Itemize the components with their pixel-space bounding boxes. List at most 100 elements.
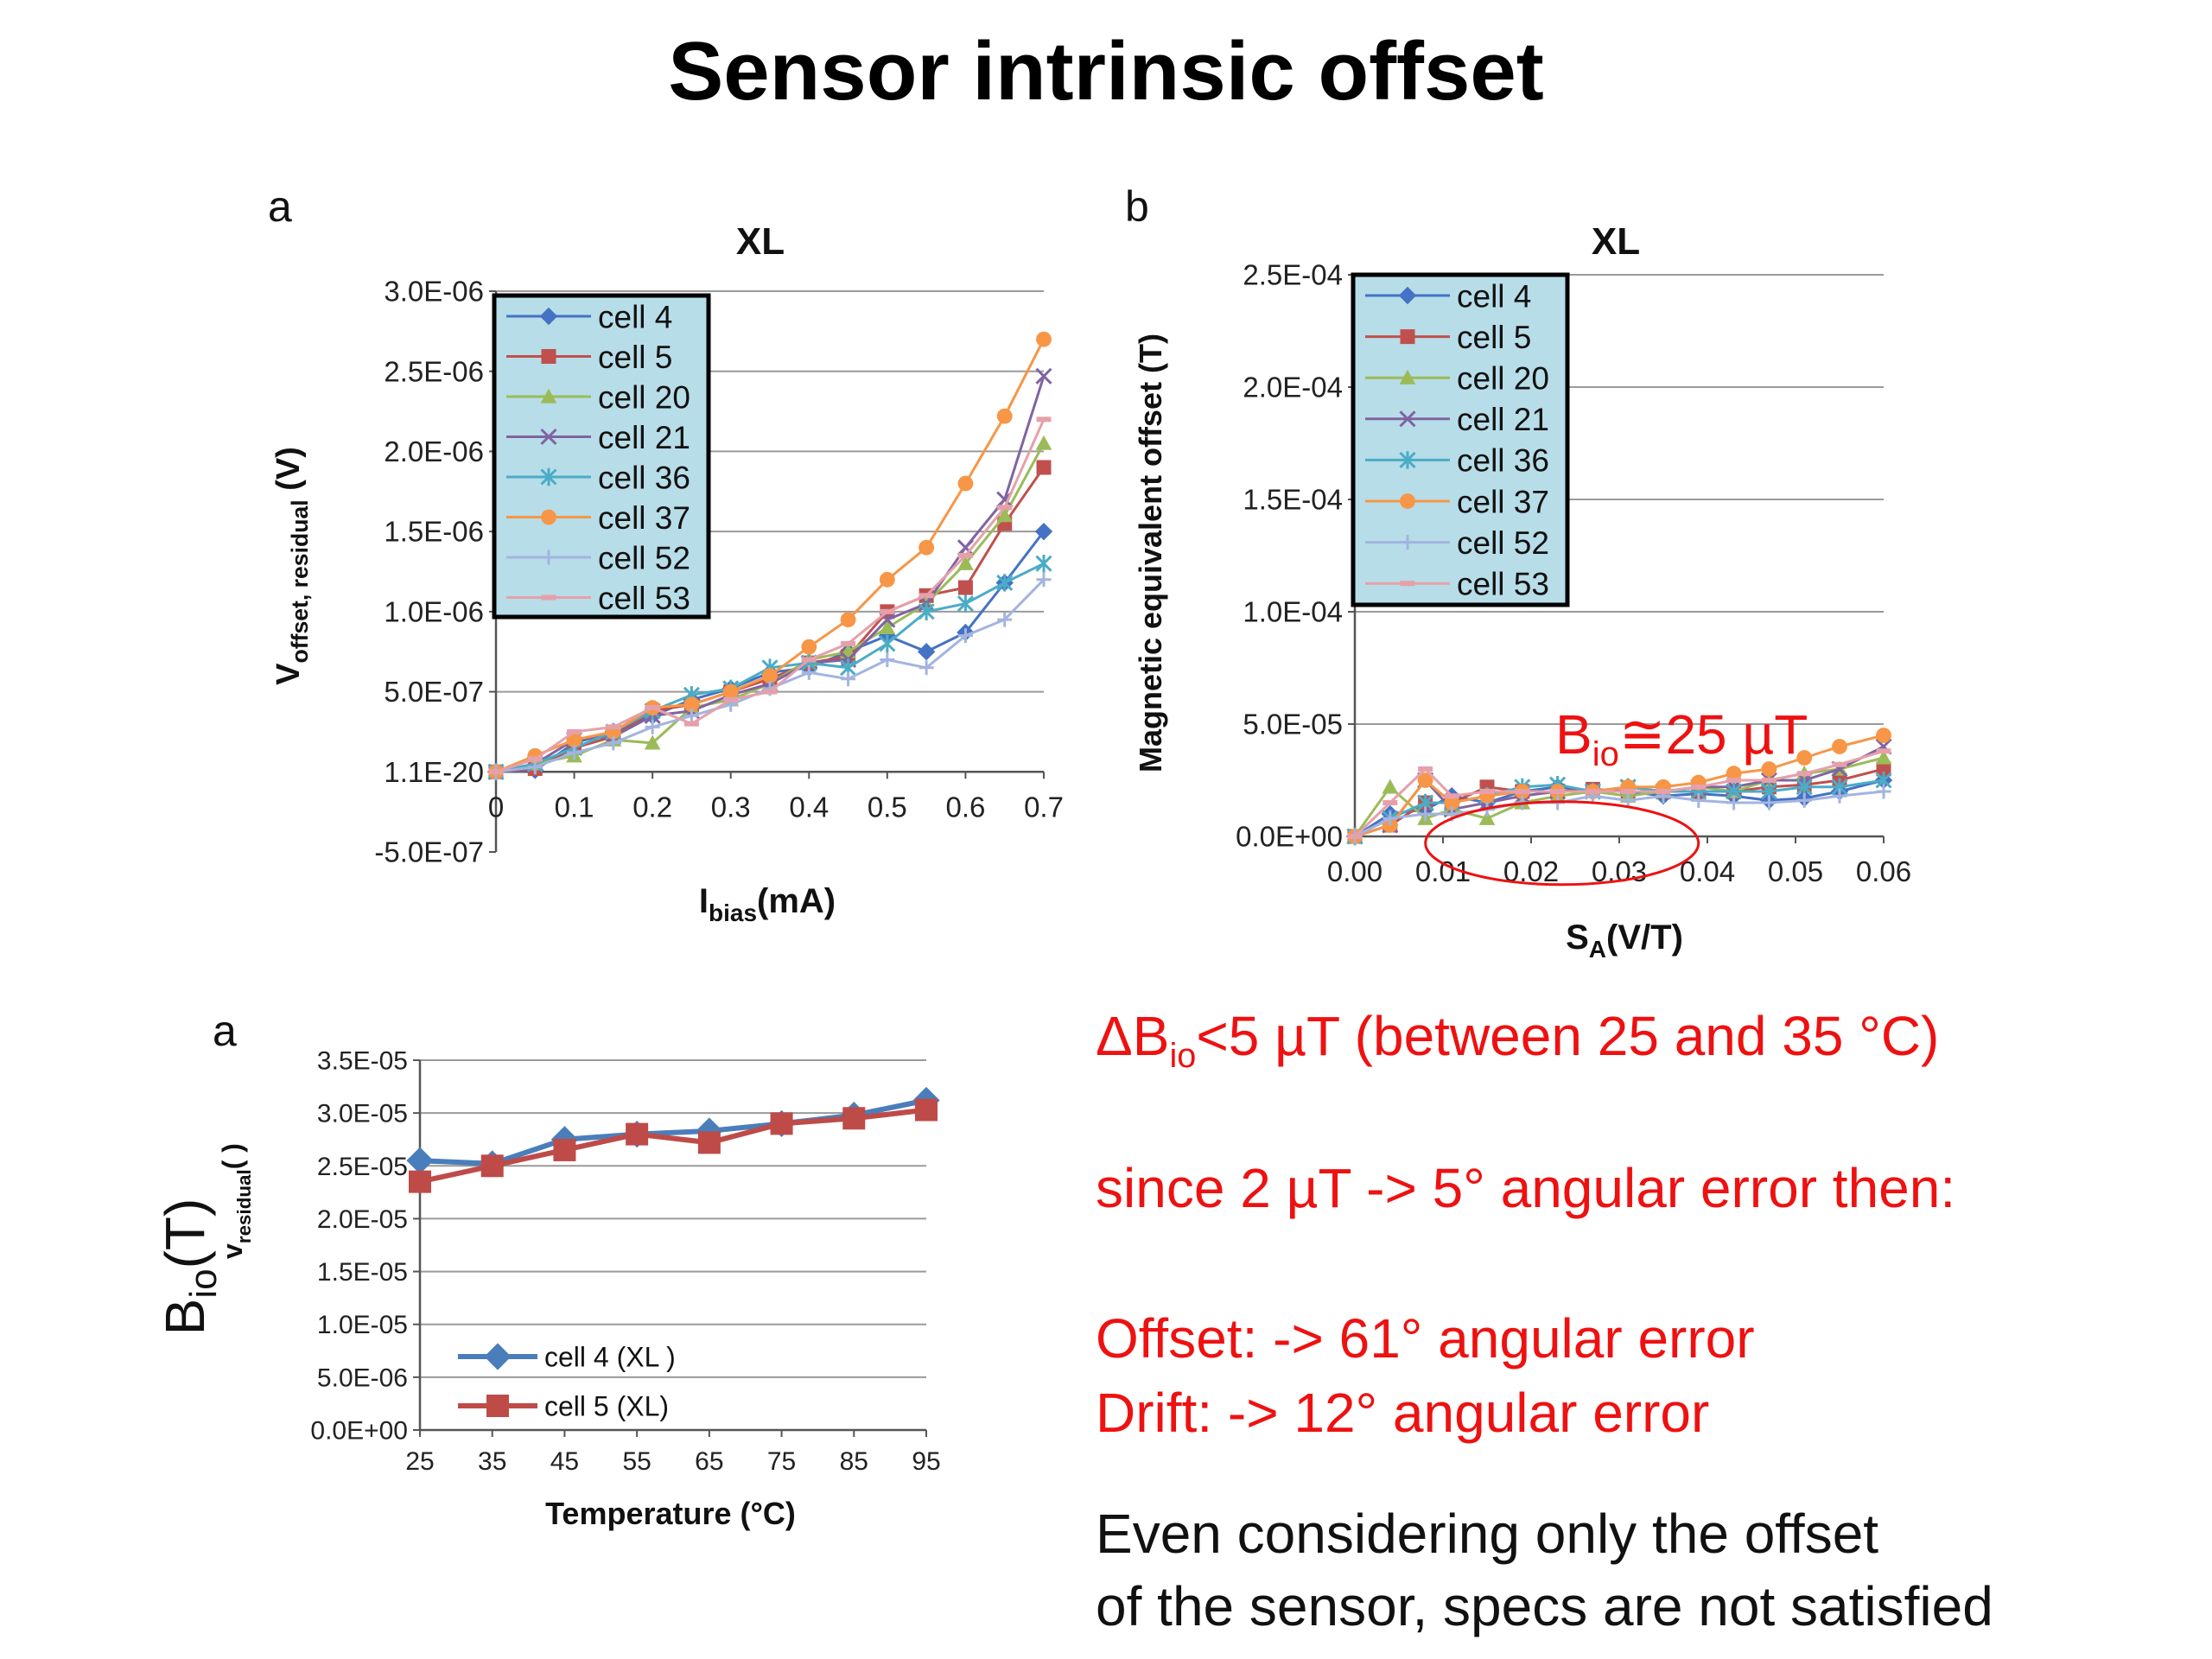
y-tick-label: 0.0E+00 <box>1236 821 1343 853</box>
x-tick-label: 0 <box>488 791 504 823</box>
data-point <box>1796 792 1812 808</box>
conclusion-line-2: of the sensor, specs are not satisfied <box>1096 1575 1993 1637</box>
data-point <box>1761 761 1777 777</box>
legend-label: cell 20 <box>598 379 690 415</box>
data-point <box>1036 416 1052 423</box>
legend-marker <box>484 1343 512 1370</box>
data-point <box>1444 793 1459 799</box>
x-tick-label: 0.6 <box>945 791 985 823</box>
data-point <box>879 620 896 635</box>
data-point <box>644 734 661 750</box>
x-tick-label: 65 <box>695 1447 723 1476</box>
data-point <box>1796 750 1813 766</box>
x-axis-label: Temperature (°C) <box>545 1496 796 1531</box>
data-point <box>606 724 621 730</box>
legend-item: cell 52 <box>1365 525 1549 561</box>
panel-label: a <box>268 182 292 231</box>
legend-item: cell 53 <box>1365 567 1549 602</box>
y-tick-label: 2.5E-06 <box>384 355 484 387</box>
data-point <box>567 728 582 734</box>
data-point <box>1478 810 1496 825</box>
legend-box <box>492 293 711 620</box>
data-point <box>1550 789 1566 794</box>
data-point <box>997 612 1013 627</box>
data-point <box>918 539 935 556</box>
data-point <box>683 708 699 723</box>
x-tick-label: 35 <box>478 1447 506 1476</box>
x-tick-label: 0.05 <box>1768 855 1823 887</box>
data-point <box>1418 806 1433 822</box>
data-point <box>1347 834 1363 839</box>
legend-item: cell 21 <box>506 420 690 455</box>
y-tick-label: 3.5E-05 <box>317 1047 408 1076</box>
data-point <box>1444 795 1460 810</box>
legend-marker <box>1398 286 1417 305</box>
legend-marker <box>540 467 557 486</box>
data-point <box>917 643 936 661</box>
legend-marker <box>541 509 556 525</box>
data-point <box>1585 789 1600 794</box>
chart-b-sensitivity: 0.0E+00 5.0E-05 1.0E-04 1.5E-04 2.0E-04 2.5E-… <box>1125 182 1911 963</box>
y-tick-label: 1.5E-05 <box>317 1258 408 1287</box>
legend-marker <box>486 1395 509 1417</box>
data-point <box>1832 739 1847 754</box>
data-point <box>567 745 582 760</box>
data-point <box>683 696 700 713</box>
legend-marker <box>541 594 556 601</box>
series-cell-52 <box>1347 784 1891 844</box>
x-tick-label: 75 <box>767 1447 796 1476</box>
data-point <box>1726 766 1742 782</box>
legend-item: cell 5 (XL) <box>458 1391 669 1422</box>
data-point <box>1382 800 1398 805</box>
legend-item: cell 5 <box>506 340 672 375</box>
legend-label: cell 52 <box>1457 525 1549 561</box>
legend-label: cell 21 <box>1457 402 1549 437</box>
legend-item: cell 53 <box>506 581 690 616</box>
series-line <box>1354 790 1885 838</box>
data-point <box>880 652 895 667</box>
data-point <box>626 1122 649 1146</box>
legend-item: cell 4 <box>506 299 672 334</box>
legend-label: cell 5 (XL) <box>544 1391 669 1422</box>
legend-marker <box>541 349 556 364</box>
legend-item: cell 36 <box>1365 443 1549 479</box>
chart-c-temperature: 0.0E+00 5.0E-06 1.0E-05 1.5E-05 2.0E-05 2.5E-… <box>154 1007 941 1531</box>
data-point <box>841 640 856 646</box>
x-tick-label: 0.3 <box>711 791 751 823</box>
y-tick-label: 2.5E-05 <box>317 1153 408 1181</box>
y-tick-label: 5.0E-05 <box>1243 709 1343 741</box>
y-tick-label: 3.0E-06 <box>384 276 484 308</box>
data-point <box>842 1107 866 1130</box>
legend-item: cell 36 <box>506 460 690 495</box>
legend-item: cell 52 <box>506 540 690 575</box>
series-cell-5-xl- <box>409 1098 938 1193</box>
data-point <box>997 505 1013 511</box>
data-point <box>957 475 974 492</box>
y-tick-label: 5.0E-07 <box>384 676 484 708</box>
legend-item: cell 4 <box>1365 278 1531 314</box>
data-point <box>1035 555 1052 573</box>
data-point <box>957 555 974 570</box>
data-point <box>696 1117 723 1145</box>
y-axis-label: Magnetic equivalent offset (T) <box>1133 334 1168 772</box>
data-point <box>957 552 973 558</box>
y-tick-label: 1.5E-04 <box>1243 484 1343 516</box>
data-point <box>996 507 1014 523</box>
data-point <box>1656 789 1671 794</box>
y-tick-label: 1.0E-06 <box>384 595 484 627</box>
legend-label: cell 53 <box>1457 567 1549 602</box>
data-point <box>722 683 739 700</box>
legend-marker <box>540 388 557 404</box>
data-point <box>1035 435 1052 450</box>
offset-error-note: Offset: -> 61° angular error <box>1096 1307 1755 1370</box>
legend-label: cell 5 <box>1457 320 1531 355</box>
legend-item: cell 4 (XL ) <box>458 1342 676 1373</box>
data-point <box>957 580 973 595</box>
data-point <box>1418 766 1433 772</box>
data-point <box>1479 789 1495 794</box>
data-point <box>606 735 621 751</box>
legend-label: cell 37 <box>598 500 690 536</box>
data-point <box>879 571 895 588</box>
legend-label: cell 5 <box>598 340 672 375</box>
data-point <box>1691 784 1707 790</box>
